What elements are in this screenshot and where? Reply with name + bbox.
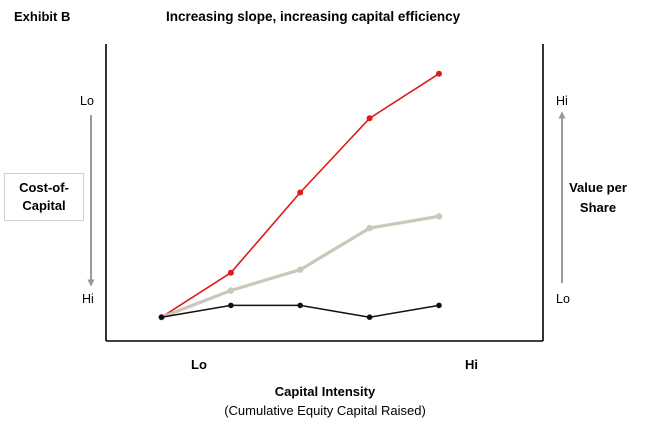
- left-axis-top-tick: Lo: [80, 94, 94, 108]
- series-3-point: [366, 314, 373, 321]
- series-3-point: [297, 302, 304, 309]
- right-axis-label-line2: Share: [579, 200, 617, 215]
- series-2-point: [227, 287, 235, 294]
- left-axis-label-line1: Cost-of-: [19, 180, 69, 195]
- left-axis-label: Cost-of- Capital: [4, 173, 84, 221]
- right-axis-bottom-tick: Lo: [556, 292, 570, 306]
- series-2-point: [297, 266, 304, 273]
- series-2-point: [366, 224, 373, 232]
- right-axis-label: Value per Share: [560, 178, 636, 218]
- x-axis-high-tick: Hi: [465, 357, 478, 372]
- x-axis-label: Capital Intensity: [274, 384, 376, 399]
- exhibit-label: Exhibit B: [14, 9, 71, 24]
- x-axis-sublabel: (Cumulative Equity Capital Raised): [224, 403, 426, 418]
- left-axis-bottom-tick: Hi: [82, 292, 94, 306]
- series-2-point: [435, 213, 443, 220]
- series-3-point: [436, 302, 442, 309]
- right-axis-label-line1: Value per: [569, 180, 627, 195]
- series-3-point: [158, 314, 165, 321]
- chart-title: Increasing slope, increasing capital eff…: [166, 9, 461, 24]
- series-1-point: [366, 115, 373, 122]
- x-axis-low-tick: Lo: [191, 357, 207, 372]
- series-1-point: [227, 269, 234, 276]
- right-axis-top-tick: Hi: [556, 94, 568, 108]
- series-1-point: [436, 70, 442, 77]
- left-axis-label-line2: Capital: [22, 198, 66, 213]
- series-3-point: [228, 302, 234, 309]
- series-1-point: [297, 189, 304, 196]
